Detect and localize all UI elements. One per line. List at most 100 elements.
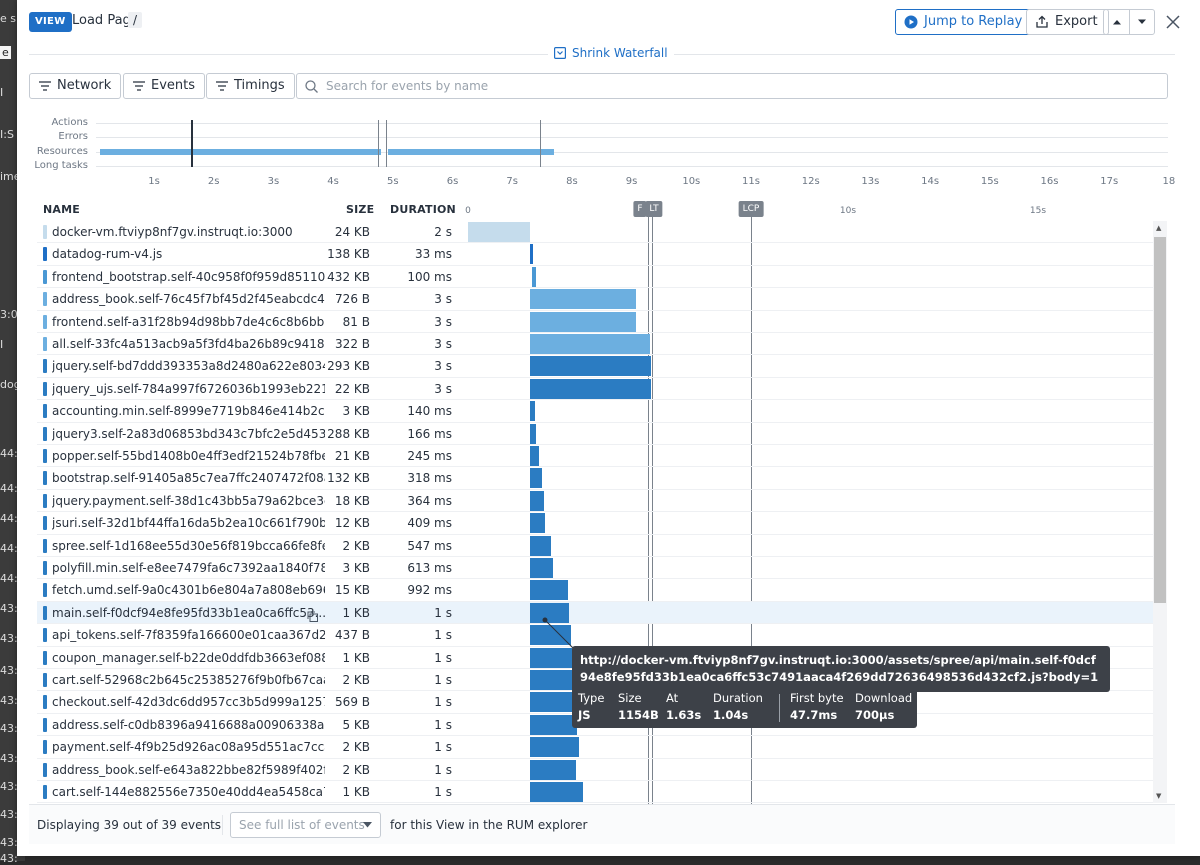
resource-name: address_book.self-e643a822bbe82f5989f402… xyxy=(52,762,325,777)
background-fragment: 43: xyxy=(0,602,18,615)
timings-filter-button[interactable]: Timings xyxy=(206,73,295,99)
waterfall-bar[interactable] xyxy=(529,737,579,758)
table-row[interactable]: api_tokens.self-7f8359fa166600e01caa367d… xyxy=(37,624,1153,647)
table-row[interactable]: frontend.self-a31f28b94d98bb7de4c6c8b6bb… xyxy=(37,311,1153,333)
resource-type-chip xyxy=(43,516,47,531)
table-row[interactable]: jquery.self-bd7ddd393353a8d2480a622e8034… xyxy=(37,355,1153,378)
background-fragment: e xyxy=(0,46,11,59)
scrollbar-thumb[interactable] xyxy=(1154,237,1166,603)
scroll-up-icon[interactable]: ▲ xyxy=(1156,224,1162,232)
waterfall-bar[interactable] xyxy=(529,602,570,623)
table-row[interactable]: all.self-33fc4a513acb9a5f3fd4ba26b89c941… xyxy=(37,333,1153,356)
waterfall-bar[interactable] xyxy=(529,535,551,556)
waterfall-bar[interactable] xyxy=(529,289,637,310)
table-row[interactable]: fetch.umd.self-9a0c4301b6e804a7a808eb696… xyxy=(37,579,1153,602)
table-row[interactable]: docker-vm.ftviyp8nf7gv.instruqt.io:3000 2… xyxy=(37,221,1153,244)
table-row[interactable]: address_book.self-e643a822bbe82f5989f402… xyxy=(37,759,1153,781)
overview-tick: 3s xyxy=(267,176,280,187)
resource-duration: 547 ms xyxy=(407,538,452,553)
resource-name: bootstrap.self-91405a85c7ea7ffc2407472f0… xyxy=(52,471,325,486)
table-row[interactable]: popper.self-55bd1408b0e4ff3edf21524b78fb… xyxy=(37,445,1153,468)
table-row[interactable]: jquery3.self-2a83d06853bd343c7bfc2e5d453… xyxy=(37,423,1153,445)
lcp-marker[interactable]: LCP xyxy=(738,201,764,217)
waterfall-bar[interactable] xyxy=(529,558,554,578)
resource-name: coupon_manager.self-b22de0ddfdb3663ef088… xyxy=(52,650,325,665)
waterfall-bar[interactable] xyxy=(468,222,530,242)
fcp-marker[interactable]: F xyxy=(633,201,647,217)
waterfall-bar[interactable] xyxy=(529,625,571,646)
table-row[interactable]: jquery.payment.self-38d1c43bb5a79a62bce3… xyxy=(37,490,1153,513)
shrink-waterfall-button[interactable]: Shrink Waterfall xyxy=(548,46,674,60)
resource-duration: 3 s xyxy=(434,292,452,307)
scrollbar[interactable]: ▲ ▼ xyxy=(1153,221,1167,803)
waterfall-bar[interactable] xyxy=(529,692,576,713)
waterfall-bar[interactable] xyxy=(529,468,543,489)
gridline xyxy=(96,137,1168,138)
table-row[interactable]: address.self-c0db8396a9416688a00906338a 5… xyxy=(37,714,1153,737)
waterfall-bar[interactable] xyxy=(529,513,546,534)
scroll-down-icon[interactable]: ▼ xyxy=(1156,792,1162,800)
events-filter-button[interactable]: Events xyxy=(123,73,206,99)
table-row[interactable]: bootstrap.self-91405a85c7ea7ffc2407472f0… xyxy=(37,467,1153,490)
overview-tick: 2s xyxy=(207,176,220,187)
caret-down-icon xyxy=(1138,19,1146,24)
waterfall-bar[interactable] xyxy=(529,490,544,511)
resource-name: main.self-f0dcf94e8fe95fd33b1ea0ca6ffc53… xyxy=(52,605,325,620)
overview-tick: 16s xyxy=(1040,176,1059,187)
table-row[interactable]: jquery_ujs.self-784a997f6726036b1993eb22… xyxy=(37,378,1153,401)
copy-icon[interactable] xyxy=(307,607,318,626)
table-row[interactable]: accounting.min.self-8999e7719b846e414b2c… xyxy=(37,400,1153,423)
background-fragment: 44: xyxy=(0,482,18,495)
background-fragment: e s xyxy=(0,12,16,25)
waterfall-bar[interactable] xyxy=(529,423,537,444)
waterfall-bar[interactable] xyxy=(529,311,637,332)
search-input[interactable] xyxy=(326,79,1126,93)
loading-time-marker[interactable]: LT xyxy=(645,201,663,217)
resource-duration: 1 s xyxy=(434,673,452,687)
waterfall-bar[interactable] xyxy=(529,647,573,668)
jump-to-replay-button[interactable]: Jump to Replay xyxy=(895,9,1034,35)
table-row[interactable]: polyfill.min.self-e8ee7479fa6c7392aa1840… xyxy=(37,557,1153,580)
resource-type-chip xyxy=(43,337,47,351)
collapse-icon xyxy=(554,47,566,59)
table-row[interactable]: payment.self-4f9b25d926ac08a95d551ac7cca… xyxy=(37,736,1153,759)
size-column-header[interactable]: SIZE xyxy=(346,203,375,216)
resource-duration: 1 s xyxy=(434,650,452,665)
selection-handle[interactable] xyxy=(191,120,193,167)
table-row[interactable]: datadog-rum-v4.js 138 KB 33 ms xyxy=(37,243,1153,266)
waterfall-bar[interactable] xyxy=(531,266,536,287)
export-button[interactable]: Export xyxy=(1026,9,1109,35)
table-row[interactable]: spree.self-1d168ee55d30e56f819bcca66fe8f… xyxy=(37,535,1153,557)
resource-size: 322 B xyxy=(335,337,370,351)
tooltip-separator xyxy=(779,694,780,722)
waterfall-bar[interactable] xyxy=(529,244,533,265)
name-column-header[interactable]: NAME xyxy=(43,203,80,216)
overview-tick: 11s xyxy=(742,176,760,187)
waterfall-bar[interactable] xyxy=(529,334,650,354)
resource-size: 12 KB xyxy=(334,516,370,531)
table-row[interactable]: main.self-f0dcf94e8fe95fd33b1ea0ca6ffc53… xyxy=(37,601,1153,626)
background-fragment: 43: xyxy=(0,852,18,865)
waterfall-bar[interactable] xyxy=(529,580,568,601)
waterfall-bar[interactable] xyxy=(529,356,651,377)
table-row[interactable]: frontend_bootstrap.self-40c958f0f959d851… xyxy=(37,266,1153,289)
waterfall-bar[interactable] xyxy=(529,670,575,690)
waterfall-bar[interactable] xyxy=(529,378,651,399)
network-filter-button[interactable]: Network xyxy=(29,73,122,99)
next-event-button[interactable] xyxy=(1129,10,1154,34)
table-row[interactable]: address_book.self-76c45f7bf45d2f45eabcdc… xyxy=(37,288,1153,311)
waterfall-bar[interactable] xyxy=(529,446,540,466)
waterfall-bar[interactable] xyxy=(529,401,536,422)
waterfall-bar[interactable] xyxy=(529,782,584,802)
lcp-line xyxy=(751,217,752,804)
resource-duration: 245 ms xyxy=(407,449,452,463)
table-row[interactable]: jsuri.self-32d1bf44ffa16da5b2ea10c661f79… xyxy=(37,512,1153,535)
close-button[interactable] xyxy=(1162,10,1184,34)
resource-size: 569 B xyxy=(335,695,370,710)
waterfall-bar[interactable] xyxy=(529,759,577,780)
duration-column-header[interactable]: DURATION xyxy=(390,203,456,216)
previous-event-button[interactable] xyxy=(1104,10,1129,34)
table-row[interactable]: cart.self-144e882556e7350e40dd4ea5458ca7… xyxy=(37,781,1153,803)
see-full-list-select[interactable]: See full list of events xyxy=(230,812,381,838)
waterfall-bar[interactable] xyxy=(529,714,578,735)
